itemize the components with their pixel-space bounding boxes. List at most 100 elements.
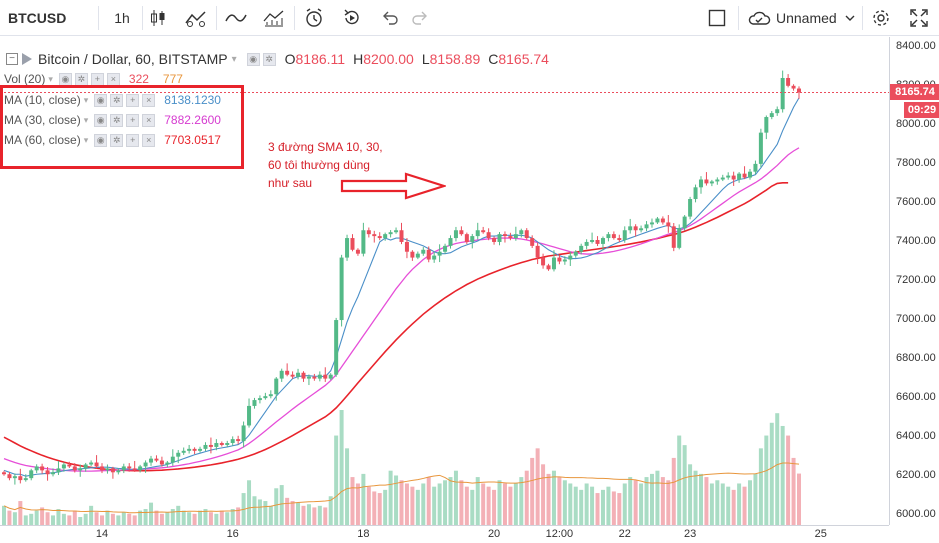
candle-body <box>551 257 556 270</box>
volume-bar <box>121 512 126 525</box>
gear-icon[interactable] <box>868 0 894 36</box>
candle-body <box>464 234 469 242</box>
gear-icon[interactable]: ✲ <box>262 52 276 66</box>
fullscreen-box-icon[interactable] <box>705 0 729 36</box>
cloud-icon[interactable] <box>746 0 772 36</box>
candle-body <box>775 109 780 114</box>
close-icon[interactable]: × <box>142 93 156 107</box>
volume-bar <box>720 483 725 525</box>
price-tick-label: 7600.00 <box>896 195 936 208</box>
compare-icon[interactable] <box>262 0 286 36</box>
chevron-down-icon[interactable] <box>842 0 858 36</box>
candle-body <box>639 228 644 231</box>
candle-body <box>296 372 301 377</box>
volume-bar <box>399 480 404 525</box>
candle-body <box>388 232 393 235</box>
candle-body <box>306 376 311 379</box>
chevron-down-icon[interactable]: ▾ <box>83 134 89 145</box>
plus-icon[interactable]: + <box>126 113 140 127</box>
symbol-marker-icon <box>22 53 32 65</box>
price-scale[interactable]: 8400.008200.008000.007800.007600.007400.… <box>889 37 939 525</box>
volume-bar <box>666 480 671 525</box>
expand-icon[interactable] <box>906 0 932 36</box>
alert-icon[interactable] <box>302 0 326 36</box>
volume-bar <box>541 464 546 525</box>
volume-bar <box>704 477 709 525</box>
volume-bar <box>590 486 595 525</box>
gear-icon[interactable]: ✲ <box>110 93 124 107</box>
volume-bar <box>633 480 638 525</box>
time-scale[interactable]: 14 16 18 20 12:00 22 23 25 <box>0 525 889 543</box>
eye-icon[interactable]: ◉ <box>94 133 108 147</box>
volume-bar <box>361 473 366 525</box>
volume-bar <box>404 483 409 525</box>
volume-bar <box>410 486 415 525</box>
chevron-down-icon[interactable]: ▾ <box>83 94 89 105</box>
close-icon[interactable]: × <box>142 113 156 127</box>
close-icon[interactable]: × <box>106 72 120 86</box>
candle-body <box>508 236 513 239</box>
candle-body <box>704 179 709 184</box>
candles-icon[interactable] <box>148 0 168 36</box>
replay-icon[interactable] <box>340 0 364 36</box>
close-icon[interactable]: × <box>142 133 156 147</box>
annotation-line: 60 tôi thường dùng <box>268 158 370 172</box>
candle-body <box>192 448 197 451</box>
candle-body <box>649 222 654 225</box>
chevron-down-icon[interactable]: ▾ <box>231 53 237 65</box>
plus-icon[interactable]: + <box>126 93 140 107</box>
volume-bar <box>786 435 791 525</box>
candle-body <box>383 234 388 239</box>
candle-body <box>524 230 529 239</box>
plus-icon[interactable]: + <box>126 133 140 147</box>
volume-bar <box>110 513 115 525</box>
plus-icon[interactable]: + <box>90 72 104 86</box>
low-value: 8158.89 <box>429 51 481 67</box>
eye-icon[interactable]: ◉ <box>94 113 108 127</box>
gear-icon[interactable]: ✲ <box>74 72 88 86</box>
candle-body <box>241 425 246 442</box>
volume-bar <box>317 505 322 525</box>
volume-bar <box>437 483 442 525</box>
volume-bar <box>791 457 796 525</box>
price-tick-label: 6000.00 <box>896 508 936 521</box>
time-tick-label: 25 <box>814 528 827 540</box>
volume-bar <box>208 512 213 525</box>
volume-bar <box>257 499 262 525</box>
volume-bar <box>230 509 235 525</box>
volume-bar <box>45 512 50 525</box>
gear-icon[interactable]: ✲ <box>110 133 124 147</box>
candle-body <box>355 249 360 254</box>
candle-body <box>579 245 584 252</box>
volume-bar <box>268 505 273 525</box>
candle-body <box>546 265 551 270</box>
chart-name-label[interactable]: Unnamed <box>776 10 837 26</box>
symbol-search-button[interactable]: BTCUSD <box>8 10 67 26</box>
volume-bar <box>769 422 774 525</box>
chevron-down-icon[interactable]: ▾ <box>83 114 89 125</box>
eye-icon[interactable]: ◉ <box>246 52 260 66</box>
indicators-icon[interactable] <box>184 0 208 36</box>
annotation-highlight-box <box>0 85 244 169</box>
candle-body <box>323 374 328 379</box>
redo-icon[interactable] <box>408 0 432 36</box>
candle-body <box>56 468 61 473</box>
eye-icon[interactable]: ◉ <box>94 93 108 107</box>
interval-button[interactable]: 1h <box>114 10 130 26</box>
volume-bar <box>617 493 622 525</box>
ma60-legend: MA (60, close) ▾ ◉ ✲ + × 7703.0517 <box>0 131 221 149</box>
collapse-icon[interactable]: − <box>6 53 18 65</box>
volume-bar <box>350 477 355 525</box>
line-tool-icon[interactable] <box>224 0 248 36</box>
undo-icon[interactable] <box>378 0 402 36</box>
ma60-label: MA (60, close) <box>4 133 81 147</box>
gear-icon[interactable]: ✲ <box>110 113 124 127</box>
eye-icon[interactable]: ◉ <box>58 72 72 86</box>
candle-body <box>742 173 747 178</box>
candle-body <box>279 370 284 379</box>
candle-body <box>127 466 132 469</box>
candle-body <box>698 179 703 188</box>
chevron-down-icon[interactable]: ▾ <box>48 73 53 84</box>
candle-body <box>530 238 535 246</box>
